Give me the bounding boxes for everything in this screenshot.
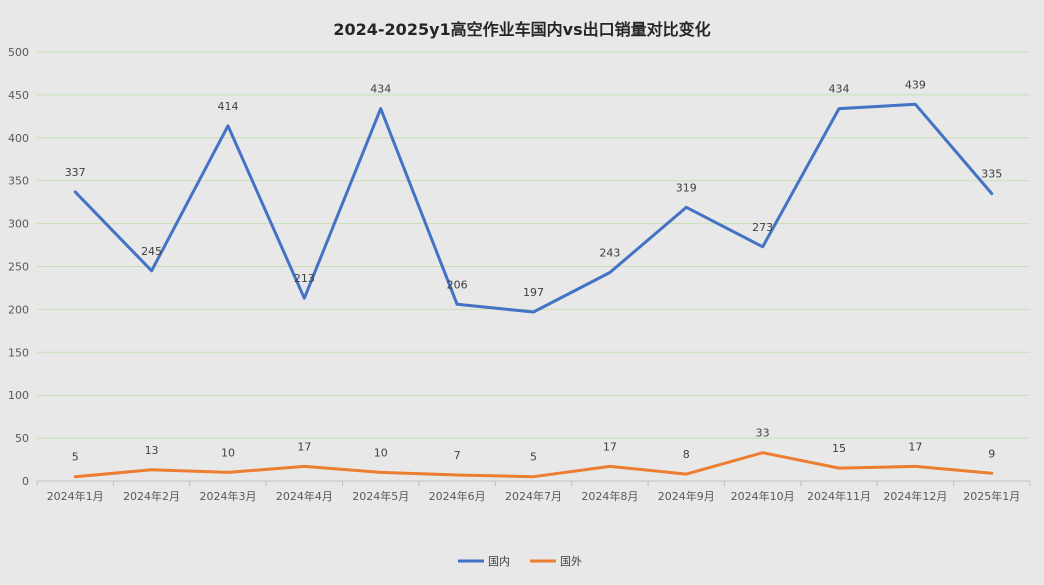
data-label: 197 [523,286,544,299]
data-label: 10 [374,446,388,459]
y-tick-label: 400 [8,132,29,145]
data-label: 245 [141,245,162,258]
y-tick-label: 250 [8,261,29,274]
y-tick-label: 0 [22,475,29,488]
axes: 0 50 100 150 200 250 300 350 400 450 500 2024年1月 202… [8,46,1031,503]
data-label: 439 [905,78,926,91]
y-tick-label: 200 [8,303,29,316]
data-label: 213 [294,272,315,285]
data-label: 17 [908,440,922,453]
series-lines [73,102,994,479]
x-tick-label: 2024年3月 [199,489,256,503]
legend: 国内 国外 [458,554,582,568]
y-tick-label: 100 [8,389,29,402]
gridlines [37,51,1030,439]
legend-item-2[interactable]: 国外 [530,555,582,568]
data-label: 337 [65,166,86,179]
legend-label: 国外 [560,555,582,568]
y-tick-label: 150 [8,346,29,359]
x-tick-label: 2024年12月 [883,489,947,503]
data-label: 434 [829,83,850,96]
data-label: 273 [752,221,773,234]
data-label: 8 [683,448,690,461]
x-tick-label: 2024年4月 [276,489,333,503]
x-tick-label: 2024年11月 [807,489,871,503]
data-label: 243 [599,247,620,260]
data-label: 335 [981,168,1002,181]
legend-item-1[interactable]: 国内 [458,554,510,568]
x-tick-label: 2024年2月 [123,489,180,503]
x-tick-label: 2024年8月 [581,489,638,503]
x-tick-label: 2024年7月 [505,489,562,503]
legend-label: 国内 [488,554,510,568]
data-label: 17 [603,440,617,453]
data-label: 13 [145,444,159,457]
x-tick-label: 2024年1月 [47,489,104,503]
x-tick-label: 2024年9月 [658,489,715,503]
y-tick-label: 300 [8,218,29,231]
y-tick-label: 500 [8,46,29,59]
data-label: 319 [676,181,697,194]
data-label: 7 [454,449,461,462]
y-tick-label: 350 [8,175,29,188]
data-label: 9 [988,447,995,460]
y-tick-label: 450 [8,89,29,102]
data-label: 5 [530,451,537,464]
data-label: 17 [297,440,311,453]
data-label: 33 [756,427,770,440]
data-label: 5 [72,451,79,464]
data-label: 15 [832,442,846,455]
series-line-1 [73,102,994,314]
data-label: 206 [447,278,468,291]
chart-title: 2024-2025y1高空作业车国内vs出口销量对比变化 [333,20,710,39]
x-tick-label: 2024年10月 [731,489,795,503]
data-label: 10 [221,446,235,459]
series-line-2 [73,451,994,479]
data-label: 434 [370,83,391,96]
x-tick-label: 2024年5月 [352,489,409,503]
x-tick-label: 2025年1月 [963,489,1020,503]
y-tick-label: 50 [15,432,29,445]
data-label: 414 [217,100,238,113]
x-tick-label: 2024年6月 [429,489,486,503]
